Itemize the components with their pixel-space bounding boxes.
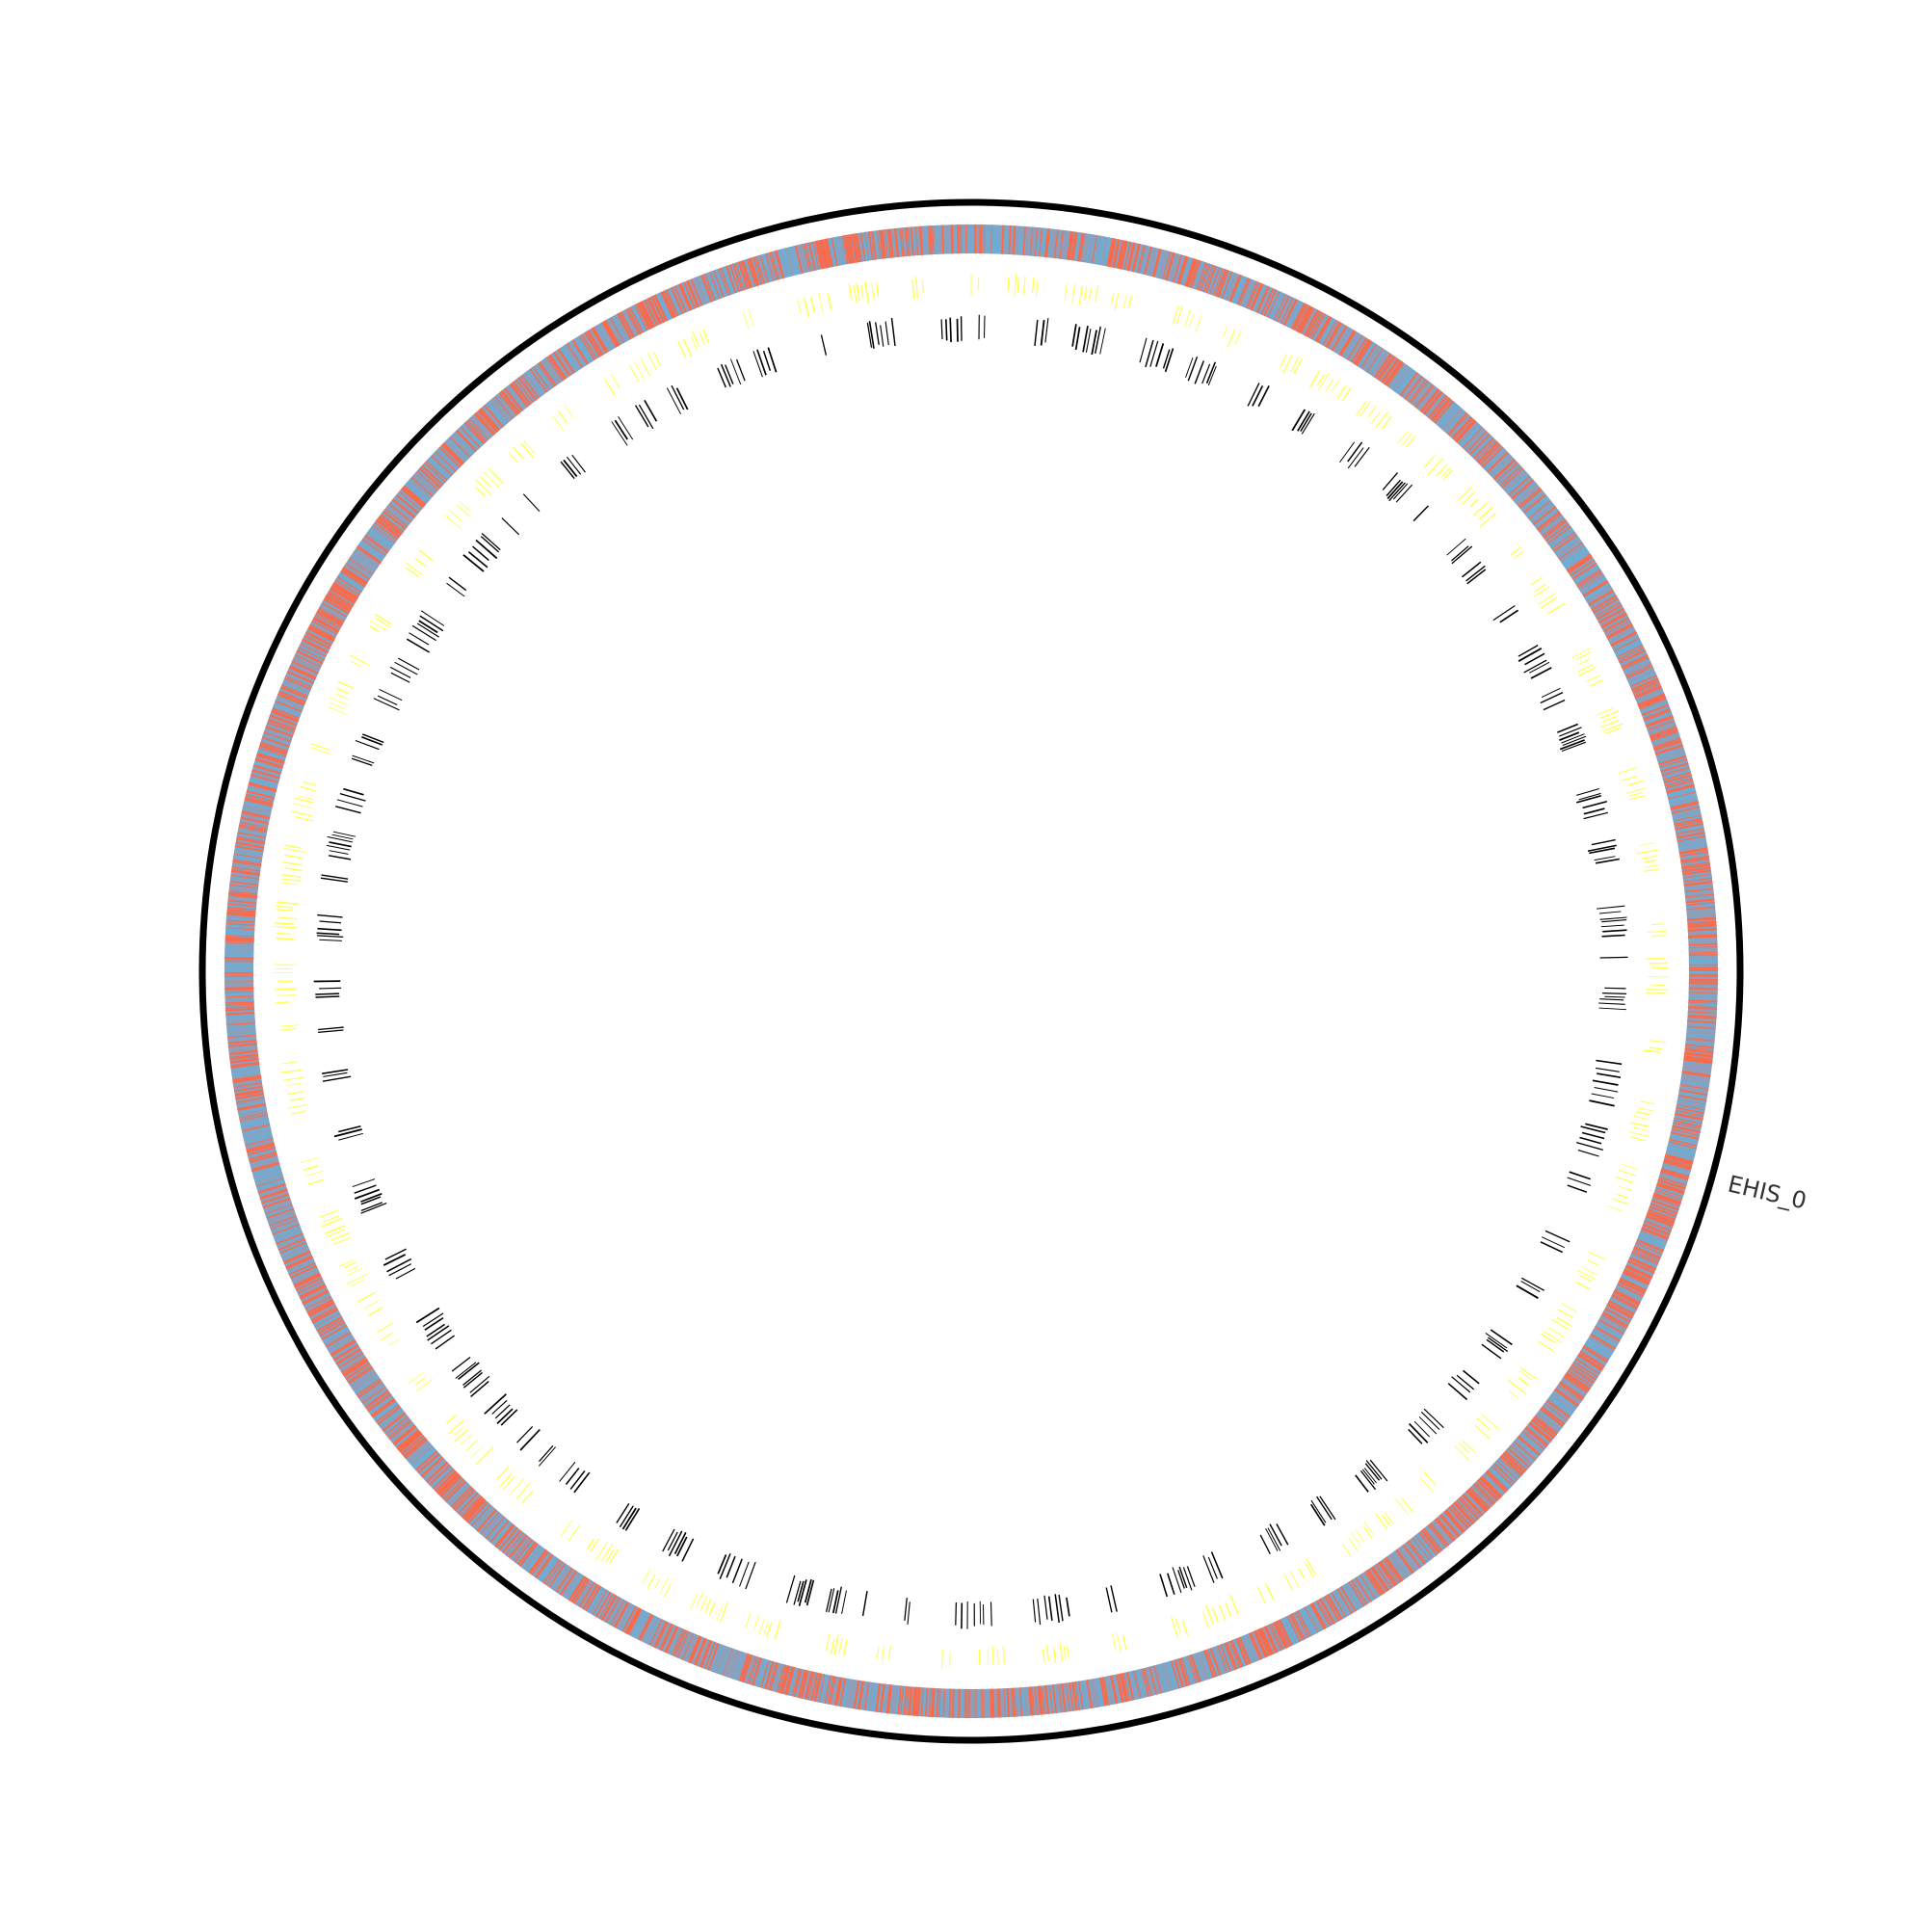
- strand-feature-tick: [224, 951, 253, 952]
- strand-feature-tick: [940, 1688, 941, 1717]
- black-feature-tick: [315, 993, 339, 994]
- strand-feature-tick: [224, 949, 253, 950]
- strand-feature-tick: [996, 225, 997, 254]
- strand-feature-tick: [1689, 948, 1718, 949]
- strand-feature-tick: [999, 1688, 1000, 1717]
- black-feature-tick: [985, 316, 986, 338]
- black-feature-tick: [1600, 957, 1628, 958]
- strand-feature-tick: [1689, 950, 1718, 951]
- strand-feature-tick: [224, 986, 253, 987]
- strand-feature-tick: [952, 225, 953, 253]
- strand-feature-tick: [987, 225, 988, 253]
- strand-feature-tick: [959, 1689, 960, 1718]
- strand-feature-tick: [995, 1689, 996, 1718]
- black-feature-tick: [950, 318, 951, 343]
- strand-feature-tick: [985, 225, 986, 253]
- strand-feature-tick: [953, 1689, 954, 1718]
- strand-feature-tick: [932, 1688, 934, 1717]
- strand-feature-tick: [992, 1689, 993, 1718]
- strand-feature-tick: [983, 1689, 984, 1718]
- yellow-feature-tick: [276, 1002, 291, 1003]
- strand-feature-tick: [992, 225, 993, 253]
- strand-feature-tick: [937, 225, 938, 254]
- yellow-feature-tick: [275, 989, 297, 990]
- black-feature-tick: [1602, 993, 1626, 994]
- strand-feature-tick: [224, 958, 253, 959]
- black-feature-tick: [316, 996, 340, 997]
- black-feature-tick: [319, 988, 341, 989]
- strand-feature-tick: [999, 225, 1000, 254]
- black-feature-tick: [1604, 988, 1625, 989]
- strand-feature-tick: [1008, 1688, 1010, 1717]
- strand-feature-tick: [956, 225, 957, 253]
- yellow-feature-tick: [1651, 936, 1666, 937]
- strand-feature-tick: [949, 1689, 950, 1718]
- strand-feature-tick: [955, 1689, 956, 1718]
- strand-feature-tick: [1689, 955, 1718, 956]
- strand-feature-tick: [224, 956, 253, 957]
- black-feature-tick: [956, 1602, 957, 1626]
- black-feature-tick: [946, 319, 947, 340]
- yellow-feature-tick: [1008, 278, 1009, 290]
- yellow-feature-tick: [1646, 990, 1667, 991]
- strand-feature-tick: [957, 1689, 958, 1718]
- strand-feature-tick: [1689, 996, 1718, 997]
- strand-feature-tick: [984, 225, 985, 253]
- yellow-feature-tick: [1646, 992, 1666, 993]
- strand-feature-tick: [948, 1689, 949, 1718]
- strand-feature-tick: [224, 988, 253, 989]
- strand-feature-tick: [224, 953, 253, 954]
- yellow-feature-tick: [950, 1652, 951, 1667]
- strand-feature-tick: [988, 1689, 989, 1718]
- black-feature-tick: [991, 1601, 992, 1626]
- yellow-feature-tick: [998, 1650, 999, 1665]
- strand-feature-tick: [1689, 985, 1718, 986]
- strand-feature-tick: [942, 225, 943, 254]
- strand-feature-tick: [225, 938, 254, 939]
- strand-feature-tick: [1689, 989, 1718, 990]
- yellow-feature-tick: [277, 934, 290, 935]
- yellow-feature-tick: [992, 1646, 993, 1664]
- strand-feature-tick: [1689, 982, 1718, 983]
- black-feature-tick: [958, 319, 959, 342]
- yellow-feature-tick: [1003, 1646, 1004, 1664]
- strand-feature-tick: [1689, 984, 1718, 985]
- strand-feature-tick: [954, 225, 955, 253]
- strand-feature-tick: [1688, 937, 1717, 938]
- yellow-feature-tick: [276, 939, 294, 940]
- strand-feature-tick: [224, 989, 253, 990]
- strand-feature-tick: [1689, 944, 1718, 945]
- strand-feature-tick: [958, 225, 959, 253]
- strand-feature-tick: [224, 993, 253, 994]
- strand-feature-tick: [224, 984, 253, 985]
- strand-feature-tick: [1002, 225, 1003, 254]
- strand-feature-tick: [986, 1689, 987, 1718]
- strand-feature-tick: [1689, 994, 1718, 995]
